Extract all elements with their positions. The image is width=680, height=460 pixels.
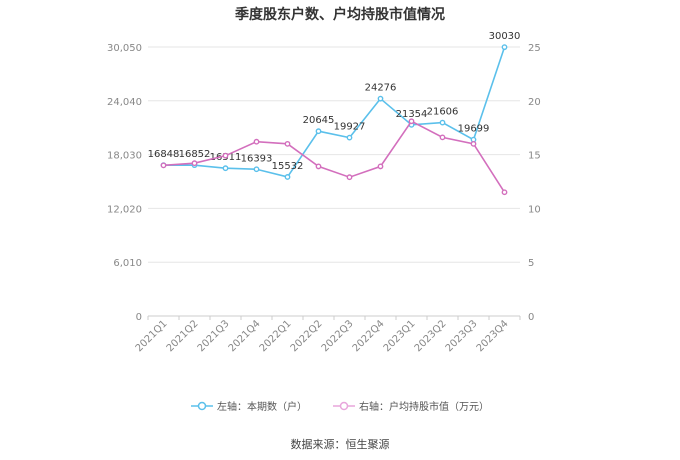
y-right-tick-label: 10 <box>528 204 541 215</box>
x-tick-label: 2022Q4 <box>351 318 387 354</box>
y-right-tick-label: 15 <box>528 151 541 162</box>
data-point-right <box>501 189 508 196</box>
y-right-tick-label: 0 <box>528 312 534 323</box>
series-line-left <box>163 46 506 178</box>
data-point-right <box>408 118 415 125</box>
y-right-tick-label: 20 <box>528 97 541 108</box>
data-label: 16393 <box>241 153 273 164</box>
data-point-left <box>315 128 322 135</box>
x-tick-label: 2021Q2 <box>165 318 201 354</box>
data-source: 数据来源：恒生聚源 <box>290 438 390 451</box>
chart-legend: 左轴：本期数（户） 右轴：户均持股市值（万元） <box>0 398 680 413</box>
legend-label-left-series: 左轴：本期数（户） <box>217 402 307 413</box>
legend-marker-left-icon <box>191 401 213 410</box>
data-point-right <box>160 162 167 169</box>
data-label: 19927 <box>334 122 366 133</box>
data-point-right <box>315 163 322 170</box>
data-point-right <box>253 138 260 145</box>
y-left-tick-label: 24,040 <box>107 97 142 108</box>
data-point-right <box>470 140 477 147</box>
data-label: 21606 <box>427 107 459 118</box>
x-tick-label: 2023Q4 <box>475 318 511 354</box>
legend-item-right-series[interactable]: 右轴：户均持股市值（万元） <box>333 398 489 413</box>
chart-title: 季度股东户数、户均持股市值情况 <box>235 7 445 23</box>
data-point-right <box>284 140 291 147</box>
data-label: 19699 <box>458 124 490 135</box>
x-tick-label: 2022Q3 <box>320 318 356 354</box>
chart-plot: 0 6,010 12,020 18,030 24,040 30,050 0 5 10 15 20 25… <box>107 31 541 354</box>
y-left-tick-label: 0 <box>136 312 142 323</box>
y-right-tick-label: 5 <box>528 258 534 269</box>
data-point-left <box>222 165 229 172</box>
data-point-right <box>346 174 353 181</box>
x-tick-label: 2023Q3 <box>444 318 480 354</box>
data-point-left <box>377 95 384 102</box>
data-point-right <box>222 152 229 159</box>
x-tick-label: 2021Q4 <box>227 318 263 354</box>
x-tick-label: 2023Q2 <box>413 318 449 354</box>
data-point-right <box>191 160 198 167</box>
y-left-tick-label: 6,010 <box>113 258 142 269</box>
data-label: 16852 <box>179 149 211 160</box>
data-point-left <box>284 174 291 180</box>
legend-marker-right-icon <box>333 401 355 410</box>
data-point-right <box>439 134 446 141</box>
x-tick-label: 2023Q1 <box>382 318 418 354</box>
x-tick-label: 2022Q1 <box>258 318 294 354</box>
data-label: 21354 <box>396 109 428 120</box>
data-point-left <box>346 134 353 141</box>
data-label: 16848 <box>148 149 180 160</box>
y-left-tick-label: 18,030 <box>107 151 142 162</box>
data-label: 30030 <box>489 31 521 42</box>
legend-label-right-series: 右轴：户均持股市值（万元） <box>359 402 489 413</box>
series-line-right <box>163 120 506 193</box>
data-point-left <box>253 166 260 173</box>
y-left-tick-label: 30,050 <box>107 43 142 54</box>
data-point-left <box>501 44 508 51</box>
data-point-left <box>439 119 446 126</box>
data-label: 24276 <box>365 83 397 94</box>
x-tick-label: 2022Q2 <box>289 318 325 354</box>
y-left-tick-label: 12,020 <box>107 204 142 215</box>
data-label: 20645 <box>303 115 335 126</box>
y-right-tick-label: 25 <box>528 43 541 54</box>
x-tick-label: 2021Q3 <box>196 318 232 354</box>
legend-item-left-series[interactable]: 左轴：本期数（户） <box>191 398 307 413</box>
data-point-right <box>377 163 384 170</box>
x-tick-label: 2021Q1 <box>134 318 170 354</box>
data-label: 15532 <box>272 161 304 172</box>
